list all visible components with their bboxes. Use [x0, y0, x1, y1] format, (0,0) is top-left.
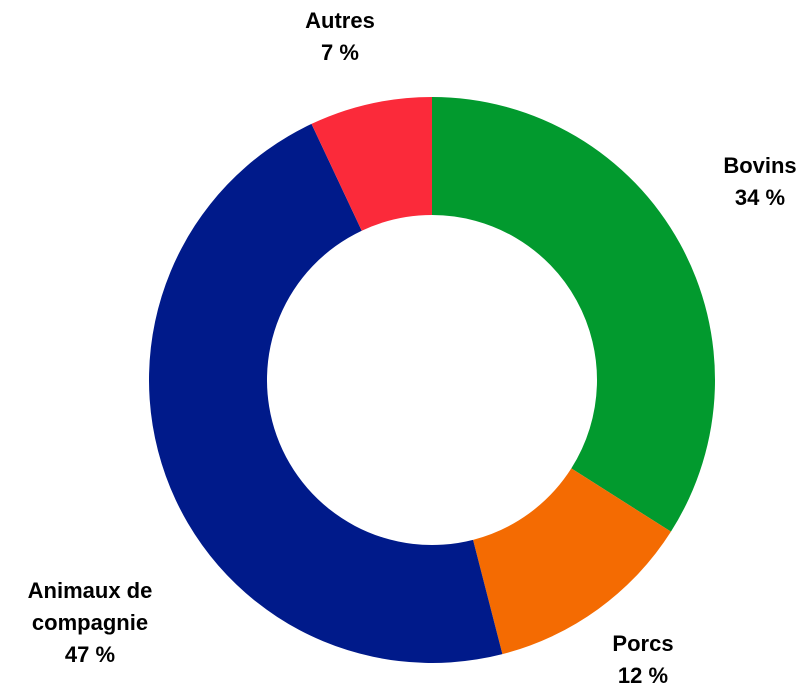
segment-label: Porcs 12 %	[558, 628, 728, 692]
category-name: Animaux de compagnie	[27, 578, 153, 635]
donut-segment	[311, 97, 432, 231]
value-label: 34 %	[734, 185, 786, 210]
segment-label: Bovins 34 %	[675, 150, 811, 214]
segment-label: Animaux de compagnie 47 %	[5, 575, 175, 671]
donut-segment	[473, 468, 671, 655]
value-label: 47 %	[64, 642, 116, 667]
value-label: 7 %	[321, 40, 359, 65]
category-name: Bovins	[723, 153, 797, 178]
value-label: 12 %	[617, 663, 669, 688]
category-name: Autres	[305, 8, 375, 33]
category-name: Porcs	[612, 631, 674, 656]
segment-label: Autres 7 %	[255, 5, 425, 69]
donut-segment	[432, 97, 715, 532]
donut-segment	[148, 123, 503, 663]
